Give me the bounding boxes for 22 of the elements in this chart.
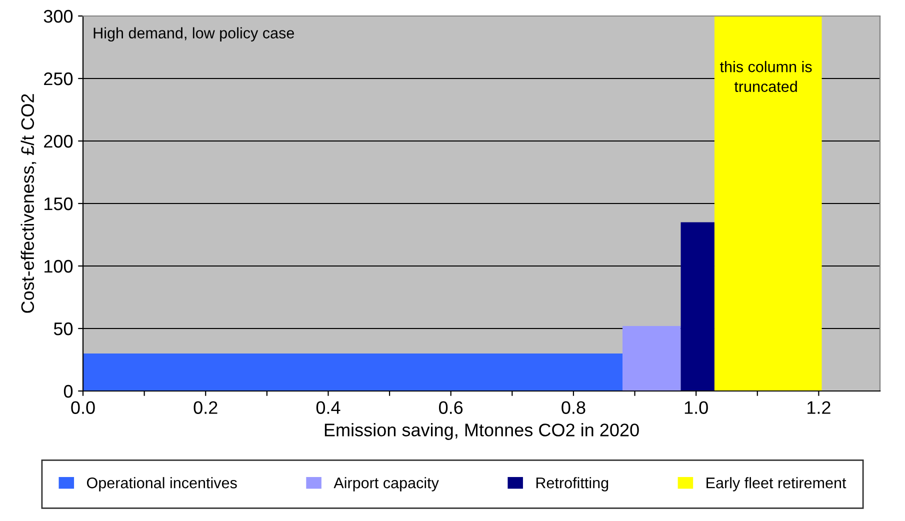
y-tick-label: 150	[44, 197, 73, 210]
y-tick-label: 50	[54, 322, 73, 336]
x-tick-label: 0.4	[316, 401, 340, 414]
y-tick-label: 200	[44, 134, 73, 148]
y-tick-label: 100	[44, 260, 73, 273]
legend-label: Airport capacity	[334, 477, 439, 492]
x-tick-label: 0.0	[71, 401, 95, 414]
x-tick-label: 1.2	[808, 401, 830, 414]
x-axis-title: Emission saving, Mtonnes CO2 in 2020	[324, 423, 639, 440]
legend-label: Operational incentives	[86, 477, 237, 492]
legend-label: Retrofitting	[536, 477, 608, 492]
annotation: this column is truncated	[720, 61, 812, 92]
x-tick-label: 0.2	[194, 401, 218, 414]
legend-label: Early fleet retirement	[706, 477, 846, 492]
x-tick-label: 0.6	[439, 401, 463, 414]
y-tick-label: 300	[44, 10, 73, 23]
y-tick-label: 250	[44, 72, 73, 86]
x-tick-label: 0.8	[562, 401, 586, 414]
annotation: High demand, low policy case	[94, 27, 294, 42]
x-tick-label: 1.0	[684, 401, 708, 414]
y-tick-label: 0	[64, 384, 73, 398]
y-axis-title: Cost-effectiveness, £/t CO2	[20, 94, 36, 313]
